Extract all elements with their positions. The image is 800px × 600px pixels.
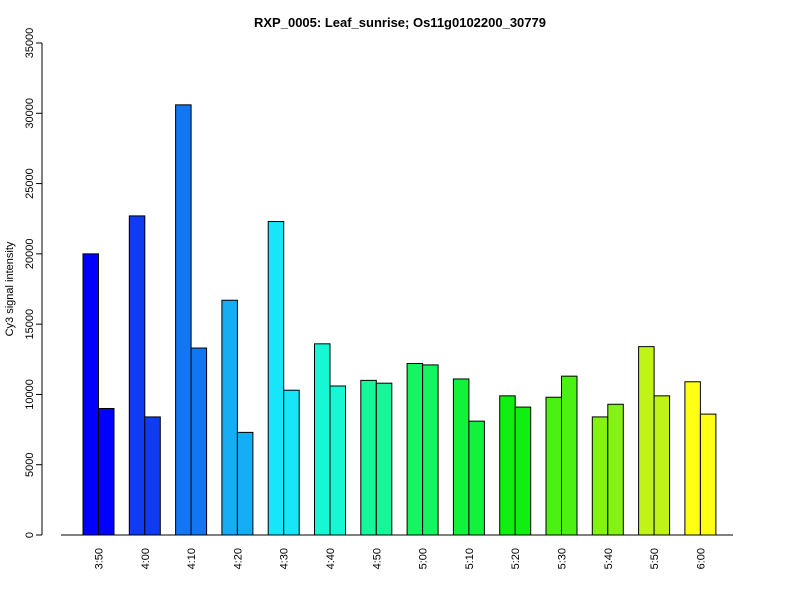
y-axis-label: Cy3 signal intensity (4, 241, 16, 336)
x-tick-label: 4:50 (371, 548, 383, 569)
bar (236, 431, 254, 536)
x-tick-label: 4:40 (325, 548, 337, 569)
bar (190, 347, 208, 536)
y-tick-label: 0 (24, 532, 36, 538)
y-tick-label: 15000 (24, 309, 36, 340)
bar (452, 378, 470, 536)
bar (314, 343, 331, 536)
x-axis: 3:50 4:00 4:10 4:20 4:30 4:40 4:50 5:00 5:10 5:20… (61, 534, 733, 569)
bar (144, 416, 161, 536)
y-tick-label: 20000 (24, 239, 36, 270)
bar (638, 346, 655, 536)
x-tick-label: 5:00 (418, 548, 430, 569)
bar (422, 364, 439, 536)
x-tick-label: 4:30 (279, 548, 291, 569)
x-tick-label: 4:20 (232, 548, 244, 569)
x-tick-label: 5:20 (510, 548, 522, 569)
bar (499, 395, 516, 536)
x-tick-label: 5:40 (603, 548, 615, 569)
y-tick-label: 30000 (24, 98, 36, 129)
bar (468, 420, 485, 536)
y-tick-label: 35000 (24, 28, 36, 59)
chart-title: RXP_0005: Leaf_sunrise; Os11g0102200_307… (254, 15, 546, 30)
bar (82, 253, 99, 536)
y-tick-label: 10000 (24, 379, 36, 410)
bar (221, 299, 238, 536)
bar (283, 389, 300, 536)
bar (128, 215, 146, 536)
bar (684, 381, 701, 536)
x-tick-label: 5:10 (464, 548, 476, 569)
bar (514, 406, 532, 536)
bar (653, 395, 671, 536)
bar (545, 396, 562, 536)
x-tick-label: 4:00 (140, 548, 152, 569)
bar (699, 413, 717, 536)
x-tick-label: 4:10 (186, 548, 198, 569)
bar (607, 403, 624, 536)
bars (82, 104, 717, 536)
x-tick-label: 5:50 (649, 548, 661, 569)
y-tick-label: 5000 (24, 452, 36, 476)
x-tick-label: 3:50 (94, 548, 106, 569)
x-tick-label: 5:30 (557, 548, 569, 569)
bar (98, 407, 115, 536)
bar (329, 385, 346, 536)
bar (591, 416, 609, 536)
bar (175, 104, 192, 536)
bar (375, 382, 393, 536)
y-tick-label: 25000 (24, 168, 36, 199)
bar (561, 375, 578, 536)
y-axis: 0 5000 10000 15000 20000 25000 30000 35000 (24, 28, 43, 538)
bar (406, 363, 424, 536)
bar (267, 221, 285, 536)
x-tick-label: 6:00 (695, 548, 707, 569)
bar (360, 379, 377, 536)
